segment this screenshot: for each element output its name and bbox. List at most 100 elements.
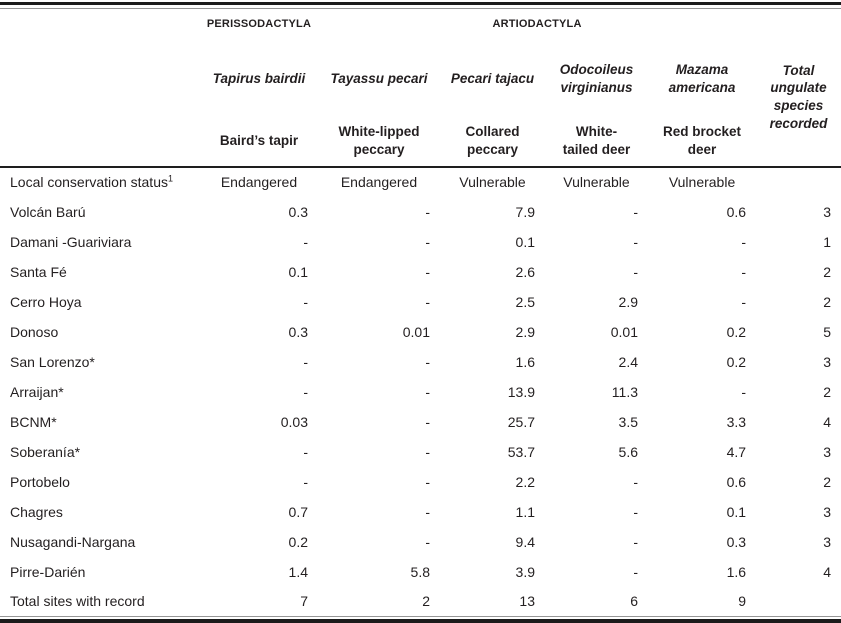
table-row: Soberanía* - - 53.7 5.6 4.7 3 bbox=[0, 437, 841, 467]
cell-value: 1 bbox=[823, 233, 832, 250]
cell-value: - bbox=[425, 533, 430, 550]
cell-value: 13 bbox=[519, 593, 535, 610]
cell-value: 11.3 bbox=[611, 383, 638, 400]
status-cell: Vulnerable bbox=[459, 174, 526, 190]
empty-cell bbox=[0, 9, 200, 41]
cell-value: - bbox=[425, 353, 430, 370]
table-row: Arraijan* - - 13.9 11.3 - 2 bbox=[0, 377, 841, 407]
cell-value: - bbox=[633, 533, 638, 550]
cell-value: - bbox=[425, 383, 430, 400]
cell-value: - bbox=[303, 473, 308, 490]
empty-cell bbox=[756, 9, 841, 41]
cell-value: 13.9 bbox=[507, 383, 535, 400]
cell-value: - bbox=[633, 203, 638, 220]
cell-value: 5 bbox=[823, 323, 832, 340]
table-row: San Lorenzo* - - 1.6 2.4 0.2 3 bbox=[0, 347, 841, 377]
cell-value: 4 bbox=[823, 413, 832, 430]
site-name: San Lorenzo* bbox=[10, 353, 95, 370]
col-header-total-ungulate-species: Total ungulate species recorded bbox=[769, 62, 828, 131]
cell-value: - bbox=[303, 383, 308, 400]
cell-value: 3 bbox=[823, 353, 832, 370]
cell-value: 6 bbox=[630, 593, 638, 610]
site-name: Arraijan* bbox=[10, 383, 64, 400]
status-cell: Vulnerable bbox=[668, 174, 736, 190]
cell-value: - bbox=[425, 233, 430, 250]
cell-value: 53.7 bbox=[507, 443, 535, 460]
cell-value: 3.5 bbox=[618, 413, 638, 430]
ungulate-occurrence-table: PERISSODACTYLA ARTIODACTYLA Tapirus bair… bbox=[0, 8, 841, 617]
cell-value: 0.3 bbox=[288, 203, 308, 220]
cell-value: - bbox=[425, 413, 430, 430]
cell-value: 1.6 bbox=[515, 353, 535, 370]
cell-value: 2.9 bbox=[618, 293, 638, 310]
table-row: Santa Fé 0.1 - 2.6 - - 2 bbox=[0, 257, 841, 287]
table-body: Local conservation status1 Endangered En… bbox=[0, 167, 841, 617]
cell-value: - bbox=[425, 203, 430, 220]
cell-value: - bbox=[425, 293, 430, 310]
col-header-common-collared-peccary: Collared peccary bbox=[465, 124, 520, 157]
cell-value: 0.7 bbox=[288, 503, 308, 520]
cell-value: 2 bbox=[823, 293, 832, 310]
cell-value: 7.9 bbox=[515, 203, 535, 220]
cell-value: 2 bbox=[823, 263, 832, 280]
table-row: Volcán Barú 0.3 - 7.9 - 0.6 3 bbox=[0, 197, 841, 227]
status-cell: Endangered bbox=[220, 174, 298, 190]
cell-value bbox=[756, 587, 841, 617]
cell-value: 0.6 bbox=[726, 203, 747, 220]
cell-value: 0.01 bbox=[610, 323, 638, 340]
order-header-row: PERISSODACTYLA ARTIODACTYLA bbox=[0, 9, 841, 41]
order-header-perissodactyla: PERISSODACTYLA bbox=[206, 18, 312, 30]
site-name: Damani -Guariviara bbox=[10, 233, 132, 250]
empty-cell bbox=[756, 167, 841, 197]
cell-value: 5.8 bbox=[410, 563, 430, 580]
cell-value: 0.3 bbox=[726, 533, 747, 550]
species-header-row: Tapirus bairdii Tayassu pecari Pecari ta… bbox=[0, 41, 841, 131]
cell-value: - bbox=[741, 233, 747, 250]
cell-value: 0.1 bbox=[288, 263, 308, 280]
cell-value: - bbox=[741, 293, 747, 310]
cell-value: 2 bbox=[823, 383, 832, 400]
cell-value: 3 bbox=[823, 203, 832, 220]
table-row: Damani -Guariviara - - 0.1 - - 1 bbox=[0, 227, 841, 257]
col-header-species-tapirus-bairdii: Tapirus bairdii bbox=[212, 70, 306, 86]
cell-value: - bbox=[425, 443, 430, 460]
table-row: BCNM* 0.03 - 25.7 3.5 3.3 4 bbox=[0, 407, 841, 437]
cell-value: - bbox=[633, 263, 638, 280]
col-header-species-tayassu-pecari: Tayassu pecari bbox=[330, 70, 428, 86]
cell-value: 0.1 bbox=[726, 503, 747, 520]
cell-value: 4.7 bbox=[726, 443, 747, 460]
col-header-species-odocoileus-virginianus: Odocoileus virginianus bbox=[559, 61, 634, 95]
col-header-common-red-brocket-deer: Red brocket deer bbox=[663, 124, 742, 157]
table-header: PERISSODACTYLA ARTIODACTYLA Tapirus bair… bbox=[0, 9, 841, 167]
col-header-species-mazama-americana: Mazama americana bbox=[668, 61, 736, 95]
cell-value: 3.3 bbox=[726, 413, 747, 430]
site-name: Santa Fé bbox=[10, 263, 67, 280]
cell-value: - bbox=[425, 503, 430, 520]
table-row: Cerro Hoya - - 2.5 2.9 - 2 bbox=[0, 287, 841, 317]
site-name: Total sites with record bbox=[10, 593, 145, 610]
empty-cell bbox=[0, 117, 200, 167]
cell-value: 2.9 bbox=[515, 323, 535, 340]
status-row-label-text: Local conservation status bbox=[10, 174, 168, 190]
cell-value: 3 bbox=[823, 533, 832, 550]
empty-cell bbox=[0, 41, 200, 117]
cell-value: 0.3 bbox=[288, 323, 308, 340]
cell-value: 0.2 bbox=[726, 353, 747, 370]
status-cell: Vulnerable bbox=[563, 174, 630, 190]
site-name: Cerro Hoya bbox=[10, 293, 82, 310]
cell-value: 0.2 bbox=[726, 323, 747, 340]
cell-value: - bbox=[633, 233, 638, 250]
col-header-common-bairds-tapir: Baird’s tapir bbox=[219, 133, 299, 149]
table-row: Portobelo - - 2.2 - 0.6 2 bbox=[0, 467, 841, 497]
cell-value: 4 bbox=[823, 563, 832, 580]
cell-value: - bbox=[633, 503, 638, 520]
col-header-species-pecari-tajacu: Pecari tajacu bbox=[450, 70, 535, 86]
cell-value: - bbox=[303, 233, 308, 250]
site-name: Pirre-Darién bbox=[10, 563, 86, 580]
col-header-common-white-tailed-deer: White- tailed deer bbox=[562, 124, 631, 157]
site-name: Portobelo bbox=[10, 473, 70, 490]
site-name: Donoso bbox=[10, 323, 59, 340]
table-row: Pirre-Darién 1.4 5.8 3.9 - 1.6 4 bbox=[0, 557, 841, 587]
